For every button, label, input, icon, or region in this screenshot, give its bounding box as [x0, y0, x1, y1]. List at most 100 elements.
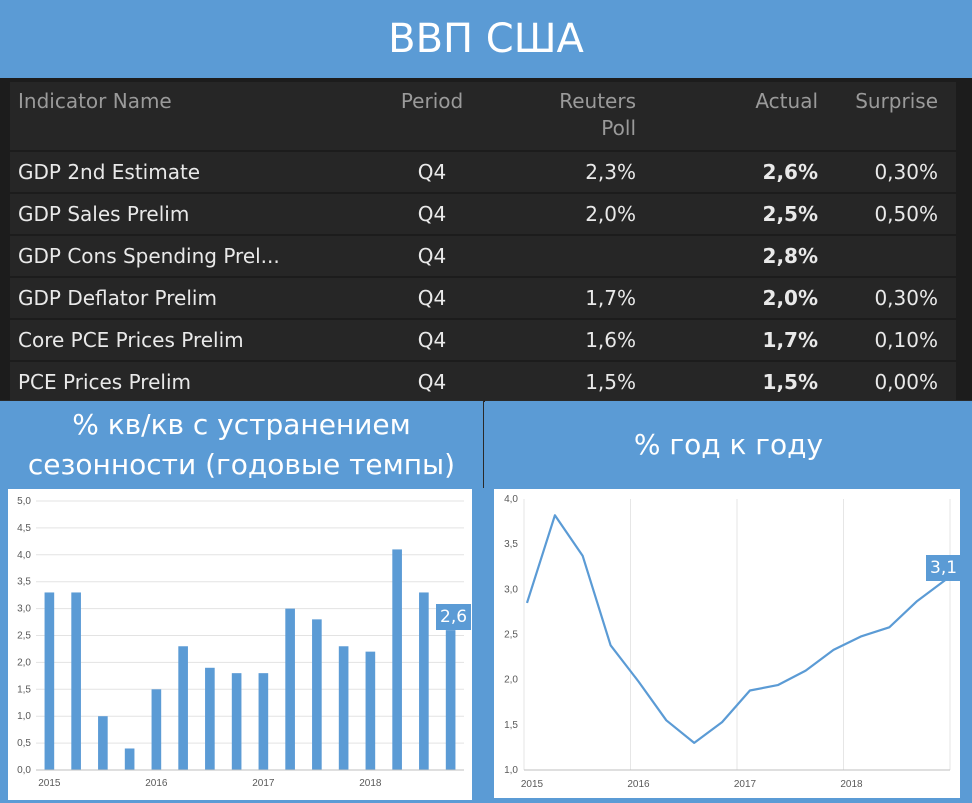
y-tick-label: 1,5 [17, 684, 31, 695]
indicator-name: GDP Sales Prelim [10, 194, 342, 234]
table-header-row: Indicator Name Period Reuters Poll Actual… [10, 82, 956, 150]
indicator-name: GDP 2nd Estimate [10, 152, 342, 192]
surprise-value: 0,30% [826, 152, 946, 192]
indicator-table: Indicator Name Period Reuters Poll Actual… [10, 80, 956, 404]
period-value: Q4 [342, 194, 522, 234]
bar [445, 630, 456, 770]
table-row[interactable]: GDP Sales Prelim Q4 2,0% 2,5% 0,50% [10, 194, 956, 234]
header-actual[interactable]: Actual [644, 82, 826, 150]
x-tick-label: 2015 [38, 778, 61, 789]
y-tick-label: 4,5 [17, 523, 31, 534]
y-tick-label: 0,5 [17, 738, 31, 749]
x-tick-label: 2018 [359, 778, 382, 789]
poll-value: 1,5% [522, 362, 644, 402]
bar [124, 748, 135, 770]
poll-value [522, 236, 644, 276]
y-tick-label: 4,0 [504, 494, 518, 505]
bar [151, 689, 162, 770]
table-row[interactable]: GDP 2nd Estimate Q4 2,3% 2,6% 0,30% [10, 152, 956, 192]
surprise-value: 0,00% [826, 362, 946, 402]
bar [392, 549, 402, 770]
bar [231, 673, 242, 770]
poll-value: 1,7% [522, 278, 644, 318]
header-reuters-poll-line2: Poll [601, 116, 636, 140]
y-tick-label: 3,0 [17, 604, 31, 615]
y-tick-label: 3,5 [504, 539, 518, 550]
bar [285, 608, 295, 770]
surprise-value: 0,50% [826, 194, 946, 234]
x-tick-label: 2018 [840, 779, 863, 790]
y-tick-label: 2,5 [504, 630, 518, 641]
line-chart-callout: 3,1 [926, 555, 960, 581]
header-period[interactable]: Period [342, 82, 522, 150]
actual-value: 2,0% [644, 278, 826, 318]
bar [178, 646, 188, 770]
period-value: Q4 [342, 278, 522, 318]
bar-chart-callout: 2,6 [436, 604, 472, 630]
bar [338, 646, 349, 770]
bar-chart-title: % кв/кв с устранением сезонности (годовы… [0, 400, 484, 488]
x-tick-label: 2016 [627, 779, 650, 790]
bar [312, 619, 322, 770]
bar [258, 673, 269, 770]
header-indicator-name[interactable]: Indicator Name [10, 82, 342, 150]
row-gap [946, 362, 956, 402]
actual-value: 1,7% [644, 320, 826, 360]
poll-value: 1,6% [522, 320, 644, 360]
row-gap [946, 236, 956, 276]
x-tick-label: 2016 [145, 778, 168, 789]
actual-value: 1,5% [644, 362, 826, 402]
row-gap [946, 194, 956, 234]
y-tick-label: 2,0 [504, 675, 518, 686]
line-chart-title: % год к году [485, 400, 972, 488]
indicator-table-panel: Indicator Name Period Reuters Poll Actual… [0, 78, 972, 402]
bar [419, 592, 429, 770]
y-tick-label: 2,5 [17, 631, 31, 642]
actual-value: 2,8% [644, 236, 826, 276]
x-tick-label: 2017 [734, 779, 757, 790]
surprise-value: 0,30% [826, 278, 946, 318]
row-gap [946, 152, 956, 192]
bar-chart-panel: 0,0 0,5 1,0 1,5 2,0 2,5 3,0 3,5 4,0 4,5 5,0 2015 201… [8, 489, 472, 800]
y-tick-label: 5,0 [17, 496, 31, 507]
surprise-value: 0,10% [826, 320, 946, 360]
period-value: Q4 [342, 362, 522, 402]
period-value: Q4 [342, 320, 522, 360]
table-row[interactable]: Core PCE Prices Prelim Q4 1,6% 1,7% 0,10… [10, 320, 956, 360]
indicator-name: Core PCE Prices Prelim [10, 320, 342, 360]
bar [365, 651, 376, 770]
table-row[interactable]: GDP Cons Spending Prel... Q4 2,8% [10, 236, 956, 276]
bar [98, 716, 108, 770]
y-tick-label: 1,0 [17, 711, 31, 722]
row-gap [946, 278, 956, 318]
actual-value: 2,5% [644, 194, 826, 234]
period-value: Q4 [342, 236, 522, 276]
y-tick-label: 2,0 [17, 657, 31, 668]
page-title: ВВП США [0, 0, 972, 78]
bar [44, 592, 55, 770]
bar [205, 667, 215, 770]
y-tick-label: 3,0 [504, 584, 518, 595]
indicator-name: PCE Prices Prelim [10, 362, 342, 402]
y-tick-label: 0,0 [17, 765, 31, 776]
x-tick-label: 2015 [521, 779, 544, 790]
poll-value: 2,0% [522, 194, 644, 234]
y-tick-label: 3,5 [17, 577, 31, 588]
indicator-name: GDP Deflator Prelim [10, 278, 342, 318]
x-tick-label: 2017 [252, 778, 275, 789]
y-tick-label: 4,0 [17, 550, 31, 561]
header-surprise[interactable]: Surprise [826, 82, 946, 150]
bar [71, 592, 81, 770]
row-gap [946, 320, 956, 360]
y-tick-label: 1,5 [504, 720, 518, 731]
table-row[interactable]: GDP Deflator Prelim Q4 1,7% 2,0% 0,30% [10, 278, 956, 318]
poll-value: 2,3% [522, 152, 644, 192]
header-reuters-poll[interactable]: Reuters Poll [522, 82, 644, 150]
bar-chart: 0,0 0,5 1,0 1,5 2,0 2,5 3,0 3,5 4,0 4,5 5,0 2015 201… [17, 496, 464, 789]
table-row[interactable]: PCE Prices Prelim Q4 1,5% 1,5% 0,00% [10, 362, 956, 402]
header-gap [946, 82, 956, 150]
surprise-value [826, 236, 946, 276]
header-reuters-poll-line1: Reuters [559, 89, 636, 113]
line-chart: 1,0 1,5 2,0 2,5 3,0 3,5 4,0 2015 2016 2017 2018 [504, 494, 951, 790]
indicator-name: GDP Cons Spending Prel... [10, 236, 342, 276]
